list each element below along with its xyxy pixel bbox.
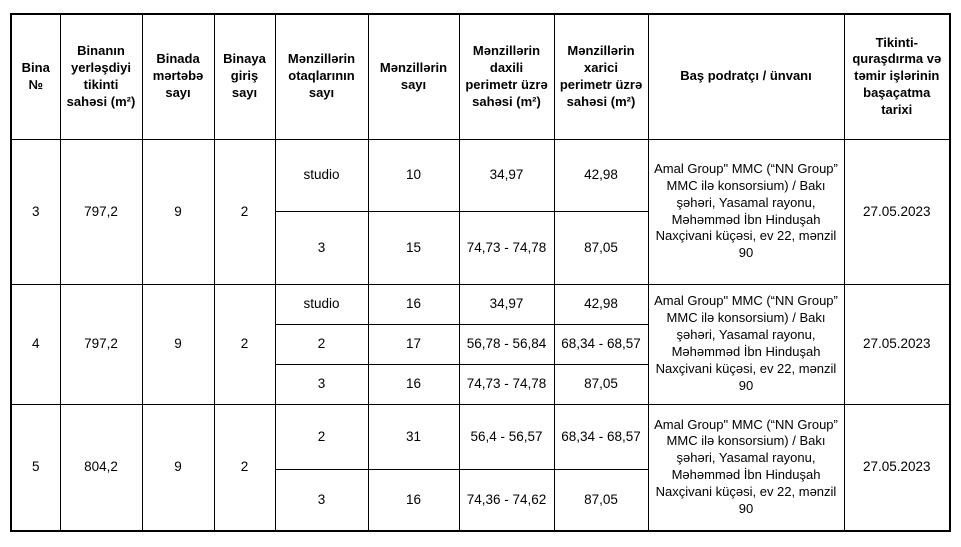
cell-tarix: 27.05.2023 <box>843 403 951 532</box>
table-row: 3 15 74,73 - 74,78 87,05 <box>11 210 950 285</box>
table-row: 2 17 56,78 - 56,84 68,34 - 68,57 <box>11 323 950 365</box>
cell-tikinti-sahesi: 797,2 <box>59 138 143 285</box>
col-header-mertebe-sayi: Binada mərtəbə sayı <box>141 13 215 140</box>
cell-mertebe-sayi: 9 <box>141 138 215 285</box>
col-header-bina-no: Bina № <box>10 13 61 140</box>
cell-bina-no: 3 <box>10 138 61 285</box>
cell-daxili-perimetr: 56,78 - 56,84 <box>458 323 555 365</box>
col-header-otaq-sayi: Mənzillərin otaqlarının sayı <box>274 13 369 140</box>
cell-daxili-perimetr: 74,73 - 74,78 <box>458 363 555 405</box>
cell-daxili-perimetr: 74,36 - 74,62 <box>458 468 555 532</box>
table-row: 3 16 74,73 - 74,78 87,05 <box>11 363 950 405</box>
cell-xarici-perimetr: 68,34 - 68,57 <box>553 403 649 470</box>
cell-menzil-sayi: 31 <box>367 403 460 470</box>
col-header-daxili-perimetr: Mənzillərin daxili perimetr üzrə sahəsi … <box>458 13 555 140</box>
buildings-table: Bina № Binanın yerləşdiyi tikinti sahəsi… <box>10 13 951 532</box>
col-header-xarici-perimetr: Mənzillərin xarici perimetr üzrə sahəsi … <box>553 13 649 140</box>
col-header-tikinti-sahesi: Binanın yerləşdiyi tikinti sahəsi (m²) <box>59 13 143 140</box>
cell-giris-sayi: 2 <box>213 403 276 532</box>
cell-podratci: Amal Group" MMC (“NN Group” MMC ilə kons… <box>647 138 845 285</box>
cell-otaq-sayi: studio <box>274 138 369 212</box>
cell-daxili-perimetr: 74,73 - 74,78 <box>458 210 555 285</box>
table-row: 5 804,2 9 2 2 31 56,4 - 56,57 68,34 - 68… <box>10 403 951 532</box>
buildings-table-container: Bina № Binanın yerləşdiyi tikinti sahəsi… <box>10 13 951 532</box>
cell-tarix: 27.05.2023 <box>843 283 951 405</box>
cell-daxili-perimetr: 56,4 - 56,57 <box>458 403 555 470</box>
cell-giris-sayi: 2 <box>213 283 276 405</box>
cell-menzil-sayi: 16 <box>367 363 460 405</box>
cell-mertebe-sayi: 9 <box>141 283 215 405</box>
cell-bina-no: 4 <box>10 283 61 405</box>
table-row: 4 797,2 9 2 studio 16 34,97 42,98 Amal G… <box>10 283 951 405</box>
cell-otaq-sayi: studio <box>274 283 369 325</box>
cell-daxili-perimetr: 34,97 <box>458 283 555 325</box>
cell-podratci: Amal Group" MMC (“NN Group” MMC ilə kons… <box>647 403 845 532</box>
cell-otaq-sayi: 2 <box>274 323 369 365</box>
header-row: Bina № Binanın yerləşdiyi tikinti sahəsi… <box>10 13 951 140</box>
cell-xarici-perimetr: 42,98 <box>553 138 649 212</box>
cell-menzil-sayi: 16 <box>367 468 460 532</box>
col-header-menzil-sayi: Mənzillərin sayı <box>367 13 460 140</box>
cell-tarix: 27.05.2023 <box>843 138 951 285</box>
cell-daxili-perimetr: 34,97 <box>458 138 555 212</box>
cell-tikinti-sahesi: 804,2 <box>59 403 143 532</box>
cell-otaq-sayi: 2 <box>274 403 369 470</box>
cell-podratci: Amal Group" MMC (“NN Group” MMC ilə kons… <box>647 283 845 405</box>
cell-xarici-perimetr: 68,34 - 68,57 <box>553 323 649 365</box>
cell-otaq-sayi: 3 <box>274 468 369 532</box>
col-header-tarix: Tikinti-quraşdırma və təmir işlərinin ba… <box>843 13 951 140</box>
cell-menzil-sayi: 10 <box>367 138 460 212</box>
cell-otaq-sayi: 3 <box>274 363 369 405</box>
table-row: 3 16 74,36 - 74,62 87,05 <box>11 468 950 532</box>
cell-xarici-perimetr: 42,98 <box>553 283 649 325</box>
cell-xarici-perimetr: 87,05 <box>553 468 649 532</box>
cell-tikinti-sahesi: 797,2 <box>59 283 143 405</box>
cell-otaq-sayi: 3 <box>274 210 369 285</box>
cell-xarici-perimetr: 87,05 <box>553 210 649 285</box>
cell-menzil-sayi: 15 <box>367 210 460 285</box>
cell-bina-no: 5 <box>10 403 61 532</box>
table-row: 3 797,2 9 2 studio 10 34,97 42,98 Amal G… <box>10 138 951 285</box>
col-header-giris-sayi: Binaya giriş sayı <box>213 13 276 140</box>
cell-menzil-sayi: 16 <box>367 283 460 325</box>
cell-giris-sayi: 2 <box>213 138 276 285</box>
col-header-podratci: Baş podratçı / ünvanı <box>647 13 845 140</box>
cell-mertebe-sayi: 9 <box>141 403 215 532</box>
cell-menzil-sayi: 17 <box>367 323 460 365</box>
cell-xarici-perimetr: 87,05 <box>553 363 649 405</box>
